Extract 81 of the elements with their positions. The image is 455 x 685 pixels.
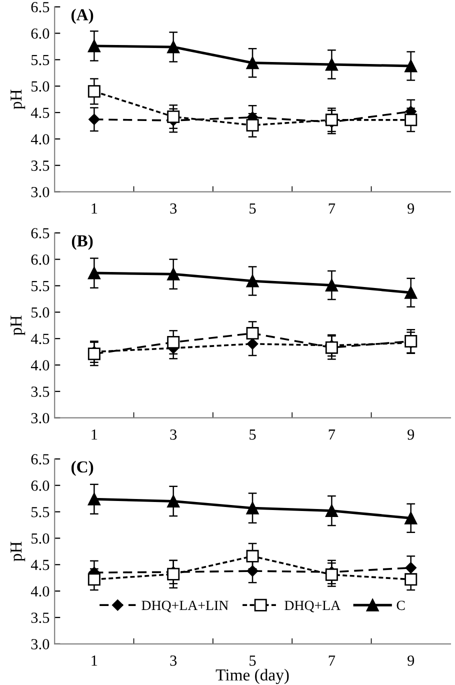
x-tick-label: 9 [408,203,414,214]
y-tick-label: 5.0 [32,533,50,544]
y-tick-label: 5.0 [32,307,50,318]
y-tick-label: 5.5 [32,54,50,66]
x-tick-label: 3 [170,655,177,666]
legend-label: C [396,600,405,610]
y-tick-label: 6.0 [31,480,50,491]
point [325,504,338,517]
y-tick-label: 4.0 [30,360,50,371]
point [167,568,180,580]
point [167,268,180,280]
point [246,327,259,340]
y-tick-label: 6.5 [31,228,50,238]
chart-title: (B) [72,234,93,250]
point [325,114,338,126]
x-tick-label: 7 [328,656,336,666]
point [246,56,259,70]
x-tick-label: 5 [250,204,256,214]
point [404,114,418,126]
y-tick-label: 3.5 [31,160,50,171]
y-tick-label: 6.5 [31,2,50,12]
y-tick-label: 3.5 [31,386,50,397]
point [167,494,180,508]
point [246,550,259,562]
y-tick-label: 3.5 [31,612,50,623]
point [167,336,180,349]
point [404,573,418,586]
x-tick-label: 3 [170,429,177,440]
point [246,274,259,288]
point [325,568,338,581]
x-tick-label: 5 [250,656,256,666]
point [88,40,100,52]
y-tick-label: 4.5 [30,108,50,118]
point [88,348,100,360]
x-tick-label: 7 [328,204,336,214]
legend-label: DHQ+LA+LIN [142,600,228,612]
point [88,85,100,98]
x-tick-label: 9 [408,655,414,666]
point [325,341,338,354]
point [88,573,100,586]
point [246,118,259,132]
point [404,60,418,72]
x-tick-label: 1 [92,203,98,214]
x-axis-title: Time (day) [216,668,289,684]
y-tick-label: 5.5 [32,507,50,518]
x-tick-label: 9 [408,429,414,440]
y-tick-label: 3.0 [31,639,50,650]
point [246,565,258,577]
point [246,502,259,514]
point [167,40,180,54]
point [405,562,416,574]
point [246,338,258,350]
x-tick-label: 3 [170,203,177,214]
y-axis-title: pH [10,90,26,110]
y-tick-label: 4.5 [30,560,50,570]
point [325,278,338,292]
y-tick-label: 3.0 [31,412,50,424]
chart-title: (A) [71,8,94,24]
y-tick-label: 4.0 [30,586,50,597]
y-tick-label: 6.5 [31,454,50,464]
point [88,266,100,280]
x-tick-label: 7 [328,430,336,440]
y-tick-label: 3.0 [31,186,50,198]
point [404,512,418,524]
y-tick-label: 5.0 [32,81,50,92]
y-axis-title: pH [10,542,26,562]
y-tick-label: 6.0 [31,28,50,39]
legend-label: DHQ+LA [284,600,341,612]
y-tick-label: 4.0 [30,134,50,144]
y-tick-label: 4.5 [30,334,50,344]
x-tick-label: 1 [92,429,98,440]
point [325,58,338,71]
point [88,492,100,506]
y-axis-title: pH [10,316,26,336]
point [404,286,418,299]
point [88,114,100,126]
x-tick-label: 5 [250,430,256,440]
y-tick-label: 6.0 [31,254,50,265]
x-tick-label: 1 [92,656,98,666]
y-tick-label: 5.5 [32,281,50,292]
chart-title: (C) [71,460,94,476]
